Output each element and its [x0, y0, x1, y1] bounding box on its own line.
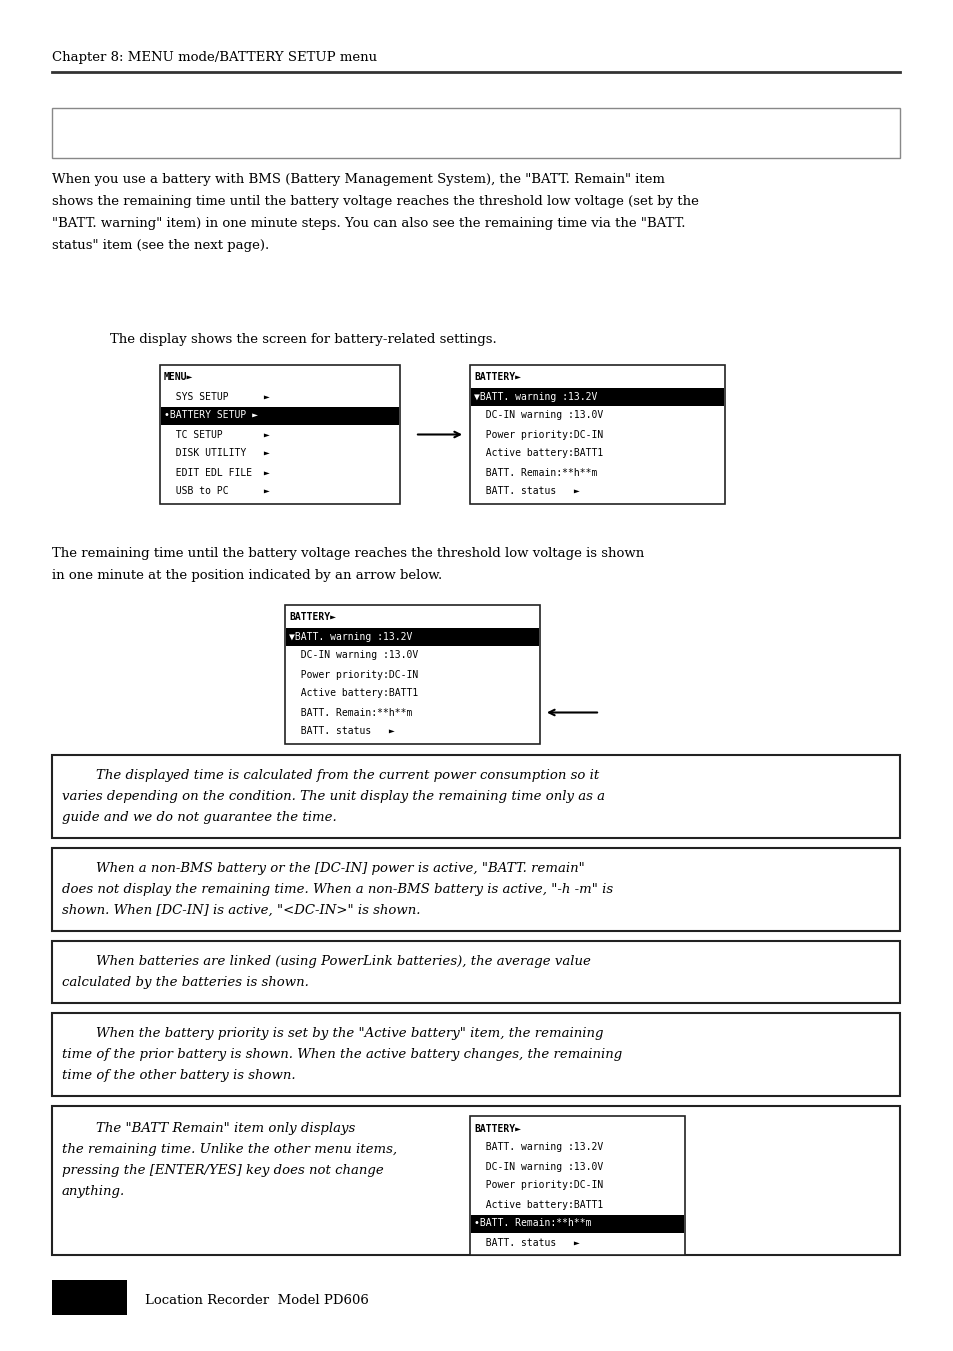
Text: pressing the [ENTER/YES] key does not change: pressing the [ENTER/YES] key does not ch… — [62, 1165, 383, 1177]
Bar — [52, 1106, 899, 1255]
Text: time of the other battery is shown.: time of the other battery is shown. — [62, 1069, 295, 1082]
Bar — [285, 605, 539, 744]
Text: DISK UTILITY   ►: DISK UTILITY ► — [164, 449, 270, 458]
Text: Power priority:DC-IN: Power priority:DC-IN — [474, 1181, 602, 1190]
Text: The "BATT Remain" item only displays: The "BATT Remain" item only displays — [62, 1121, 355, 1135]
Text: BATTERY►: BATTERY► — [289, 612, 335, 623]
Text: Active battery:BATT1: Active battery:BATT1 — [474, 1200, 602, 1209]
Text: "BATT. warning" item) in one minute steps. You can also see the remaining time v: "BATT. warning" item) in one minute step… — [52, 218, 685, 231]
Text: The remaining time until the battery voltage reaches the threshold low voltage i: The remaining time until the battery vol… — [52, 547, 643, 561]
Text: Chapter 8: MENU mode/BATTERY SETUP menu: Chapter 8: MENU mode/BATTERY SETUP menu — [52, 51, 376, 65]
Text: MENU►: MENU► — [164, 373, 193, 382]
Text: BATT. status   ►: BATT. status ► — [474, 1238, 579, 1247]
Text: ▼BATT. warning :13.2V: ▼BATT. warning :13.2V — [474, 392, 597, 401]
Bar — [52, 848, 899, 931]
Text: •BATT. Remain:**h**m: •BATT. Remain:**h**m — [474, 1219, 591, 1228]
Text: When the battery priority is set by the "Active battery" item, the remaining: When the battery priority is set by the … — [62, 1027, 603, 1040]
Text: The displayed time is calculated from the current power consumption so it: The displayed time is calculated from th… — [62, 769, 598, 782]
Text: shown. When [DC-IN] is active, "<DC-IN>" is shown.: shown. When [DC-IN] is active, "<DC-IN>"… — [62, 904, 420, 917]
Text: Power priority:DC-IN: Power priority:DC-IN — [289, 670, 417, 680]
Text: ▼BATT. warning :13.2V: ▼BATT. warning :13.2V — [289, 631, 412, 642]
Text: BATTERY►: BATTERY► — [474, 1124, 520, 1133]
Text: BATT. warning :13.2V: BATT. warning :13.2V — [474, 1143, 602, 1152]
Text: BATT. Remain:**h**m: BATT. Remain:**h**m — [474, 467, 597, 477]
Bar — [52, 1013, 899, 1096]
Text: shows the remaining time until the battery voltage reaches the threshold low vol: shows the remaining time until the batte… — [52, 196, 699, 208]
Text: EDIT EDL FILE  ►: EDIT EDL FILE ► — [164, 467, 270, 477]
Text: the remaining time. Unlike the other menu items,: the remaining time. Unlike the other men… — [62, 1143, 396, 1156]
Bar — [52, 942, 899, 1002]
Text: varies depending on the condition. The unit display the remaining time only as a: varies depending on the condition. The u… — [62, 790, 604, 802]
Text: DC-IN warning :13.0V: DC-IN warning :13.0V — [474, 411, 602, 420]
Bar — [471, 388, 723, 405]
Text: time of the prior battery is shown. When the active battery changes, the remaini: time of the prior battery is shown. When… — [62, 1048, 621, 1061]
Text: in one minute at the position indicated by an arrow below.: in one minute at the position indicated … — [52, 570, 442, 582]
Bar — [160, 365, 399, 504]
Text: DC-IN warning :13.0V: DC-IN warning :13.0V — [289, 650, 417, 661]
Text: calculated by the batteries is shown.: calculated by the batteries is shown. — [62, 975, 309, 989]
Bar — [470, 365, 724, 504]
Text: status" item (see the next page).: status" item (see the next page). — [52, 239, 269, 253]
Text: TC SETUP       ►: TC SETUP ► — [164, 430, 270, 439]
Text: DC-IN warning :13.0V: DC-IN warning :13.0V — [474, 1162, 602, 1171]
Bar — [52, 755, 899, 838]
Text: does not display the remaining time. When a non-BMS battery is active, "-h -m" i: does not display the remaining time. Whe… — [62, 884, 613, 896]
Text: •BATTERY SETUP ►: •BATTERY SETUP ► — [164, 411, 257, 420]
Text: anything.: anything. — [62, 1185, 125, 1198]
Text: BATT. status   ►: BATT. status ► — [289, 727, 395, 736]
Text: When batteries are linked (using PowerLink batteries), the average value: When batteries are linked (using PowerLi… — [62, 955, 590, 969]
Bar — [161, 407, 398, 424]
Bar — [52, 1279, 127, 1315]
Text: BATTERY►: BATTERY► — [474, 373, 520, 382]
Text: USB to PC      ►: USB to PC ► — [164, 486, 270, 497]
Text: Active battery:BATT1: Active battery:BATT1 — [289, 689, 417, 698]
Text: BATT. Remain:**h**m: BATT. Remain:**h**m — [289, 708, 412, 717]
Text: Power priority:DC-IN: Power priority:DC-IN — [474, 430, 602, 439]
Bar — [286, 627, 538, 646]
Text: When you use a battery with BMS (Battery Management System), the "BATT. Remain" : When you use a battery with BMS (Battery… — [52, 173, 664, 186]
Text: guide and we do not guarantee the time.: guide and we do not guarantee the time. — [62, 811, 336, 824]
Text: Active battery:BATT1: Active battery:BATT1 — [474, 449, 602, 458]
Bar — [470, 1116, 684, 1255]
Text: The display shows the screen for battery-related settings.: The display shows the screen for battery… — [110, 334, 497, 346]
Bar — [52, 108, 899, 158]
Text: Location Recorder  Model PD606: Location Recorder Model PD606 — [145, 1293, 369, 1306]
Text: When a non-BMS battery or the [DC-IN] power is active, "BATT. remain": When a non-BMS battery or the [DC-IN] po… — [62, 862, 584, 875]
Bar — [471, 1215, 683, 1232]
Text: BATT. status   ►: BATT. status ► — [474, 486, 579, 497]
Text: SYS SETUP      ►: SYS SETUP ► — [164, 392, 270, 401]
